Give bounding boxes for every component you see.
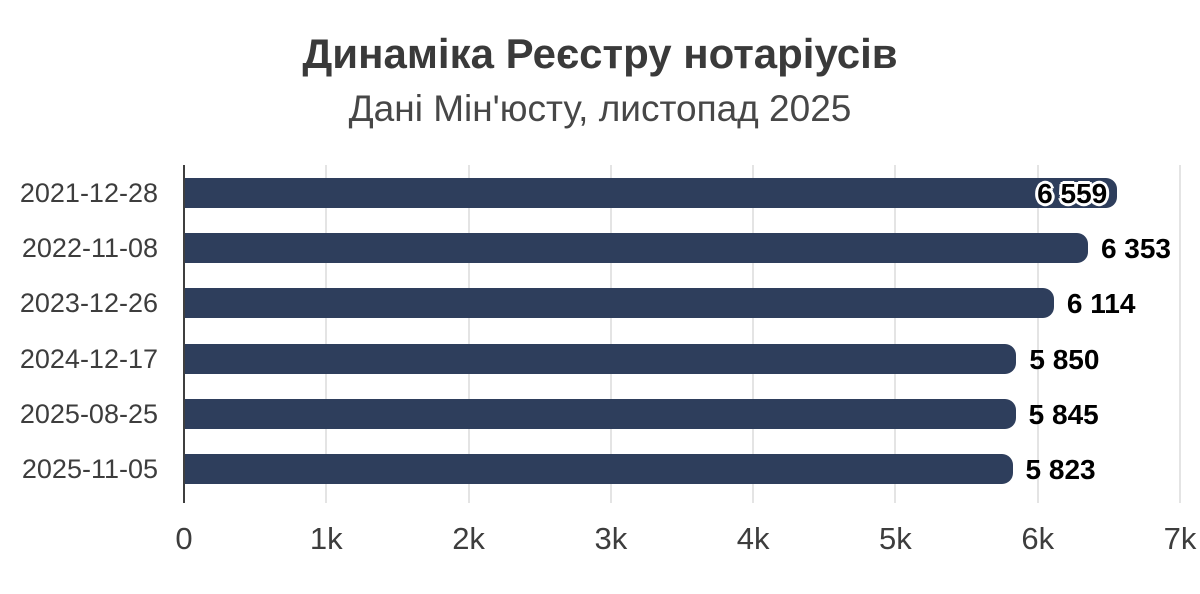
gridline	[752, 165, 755, 503]
bar-value-label: 6 114	[1066, 288, 1136, 320]
y-axis-category-label: 2025-08-25	[19, 399, 158, 429]
gridline	[609, 165, 612, 503]
x-axis-tick-label: 2k	[452, 521, 485, 556]
chart-subtitle: Дані Мін'юсту, листопад 2025	[348, 88, 852, 129]
bar	[185, 288, 1054, 319]
bar-value-label: 6 559	[1037, 177, 1108, 209]
y-axis-category-label: 2022-11-08	[21, 233, 158, 263]
x-axis-tick-label: 1k	[309, 521, 343, 556]
bar	[185, 454, 1013, 485]
bar	[185, 177, 1118, 208]
x-axis-tick-label: 7k	[1163, 521, 1197, 556]
gridline	[467, 165, 470, 503]
bar-value-label: 5 850	[1029, 343, 1100, 375]
x-axis-tick-label: 0	[175, 521, 193, 556]
x-axis-tick-label: 4k	[736, 521, 770, 556]
bar	[185, 399, 1016, 429]
gridline	[894, 165, 897, 503]
y-axis-category-label: 2023-12-26	[19, 288, 158, 319]
bar-value-label: 6 353	[1100, 233, 1172, 264]
bar-value-label: 5 823	[1025, 454, 1096, 486]
gridline	[1179, 165, 1181, 503]
bar	[185, 343, 1017, 374]
y-axis-line	[183, 165, 185, 503]
chart-title: Динаміка Реєстру нотаріусів	[302, 30, 898, 77]
gridline	[1036, 165, 1039, 503]
bar-value-label: 5 845	[1028, 399, 1099, 430]
x-axis-tick-label: 5k	[879, 521, 912, 556]
y-axis-category-label: 2021-12-28	[19, 177, 158, 208]
x-axis-tick-label: 3k	[594, 521, 628, 556]
gridline	[325, 165, 328, 503]
bar	[185, 233, 1088, 263]
y-axis-category-label: 2024-12-17	[19, 343, 158, 374]
y-axis-category-label: 2025-11-05	[21, 454, 158, 485]
x-axis-tick-label: 6k	[1021, 521, 1055, 556]
